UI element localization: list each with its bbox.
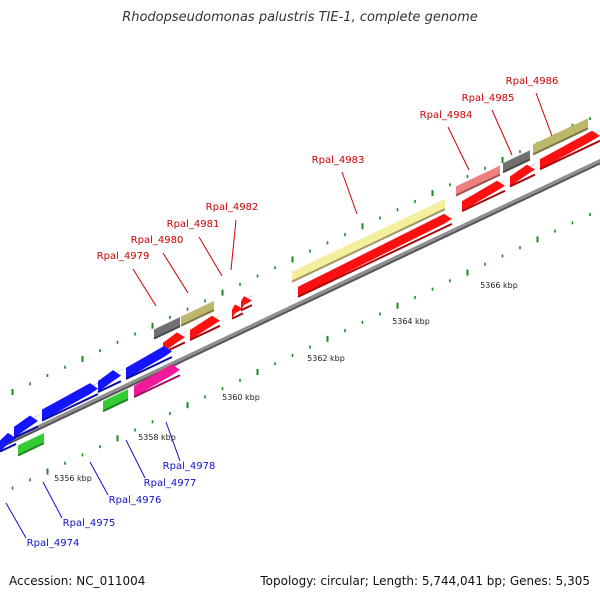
gene-callout-rpal-4986: Rpal_4986 <box>506 76 559 137</box>
gene-callout-rpal-4984: Rpal_4984 <box>420 110 473 171</box>
gene-callout-rpal-4974: Rpal_4974 <box>5 502 80 549</box>
leader-line <box>447 126 470 171</box>
scale-labels: 5356 kbp 5358 kbp 5360 kbp 5362 kbp 5364 kbp… <box>54 281 518 483</box>
leader-line <box>5 502 27 539</box>
gene-label: Rpal_4984 <box>420 110 473 121</box>
gene-rpal-4975-arrow <box>13 413 42 439</box>
gene-label: Rpal_4979 <box>97 251 150 262</box>
gene-rpal-4979-block <box>153 315 184 340</box>
scale-label: 5356 kbp <box>54 474 92 483</box>
gene-rpal-4984-arrow <box>461 178 509 213</box>
gene-label: Rpal_4983 <box>312 155 365 166</box>
gene-label: Rpal_4981 <box>167 219 220 230</box>
gene-label: Rpal_4975 <box>63 518 116 529</box>
gene-rpal-4975-block <box>17 430 48 457</box>
gene-callout-rpal-4980: Rpal_4980 <box>131 235 189 294</box>
scale-label: 5360 kbp <box>222 393 260 402</box>
gene-rpal-4984-block <box>455 163 504 197</box>
leader-line <box>535 92 553 137</box>
gene-label: Rpal_4976 <box>109 495 162 506</box>
scale-label: 5358 kbp <box>138 433 176 442</box>
leader-line <box>341 171 358 215</box>
gene-rpal-4983-block <box>291 197 449 283</box>
gene-callout-rpal-4981: Rpal_4981 <box>167 219 223 277</box>
backbone-line <box>0 159 600 447</box>
genome-backbone <box>0 159 600 449</box>
leader-line <box>162 252 189 294</box>
gene-callouts: Rpal_4974 Rpal_4975 Rpal_4976 Rpal_4977 Rpal… <box>5 76 559 549</box>
gene-callout-rpal-4979: Rpal_4979 <box>97 251 157 307</box>
gene-features <box>0 116 600 457</box>
gene-label: Rpal_4974 <box>27 538 80 549</box>
scale-label: 5366 kbp <box>480 281 518 290</box>
gene-label: Rpal_4985 <box>462 93 515 104</box>
leader-line <box>198 236 223 277</box>
gene-callout-rpal-4976: Rpal_4976 <box>89 461 162 506</box>
gene-rpal-4986-arrow <box>539 130 600 171</box>
leader-line <box>491 109 513 156</box>
leader-line <box>132 268 157 307</box>
accession-text: Accession: NC_011004 <box>9 574 146 588</box>
gene-rpal-4986-block <box>532 116 592 156</box>
scale-label: 5362 kbp <box>307 354 345 363</box>
gene-rpal-4977-block <box>102 387 132 413</box>
gene-rpal-4985-block <box>502 148 534 174</box>
gene-rpal-4983-arrow <box>297 211 456 298</box>
gene-label: Rpal_4982 <box>206 202 259 213</box>
leader-line <box>165 421 181 462</box>
gene-rpal-4980-arrow <box>189 313 224 341</box>
gene-callout-rpal-4982: Rpal_4982 <box>206 202 259 271</box>
gene-label: Rpal_4986 <box>506 76 559 87</box>
gene-rpal-4976-arrow <box>41 380 102 422</box>
gene-rpal-4985-arrow <box>509 162 539 188</box>
gene-rpal-4980-block <box>180 298 218 327</box>
tick-rows <box>11 117 591 490</box>
topology-text: Topology: circular; Length: 5,744,041 bp… <box>260 574 590 588</box>
gene-callout-rpal-4985: Rpal_4985 <box>462 93 515 156</box>
gene-callout-rpal-4978: Rpal_4978 <box>163 421 216 472</box>
gene-rpal-4982-arrow <box>240 293 256 312</box>
scale-label: 5364 kbp <box>392 317 430 326</box>
leader-line <box>42 481 63 519</box>
leader-line <box>230 219 237 271</box>
gene-rpal-4978-block <box>133 362 184 398</box>
leader-line <box>89 461 109 496</box>
gene-label: Rpal_4978 <box>163 461 216 472</box>
gene-rpal-4978-arrow <box>125 343 176 380</box>
gene-callout-rpal-4977: Rpal_4977 <box>125 439 197 489</box>
gene-label: Rpal_4977 <box>144 478 197 489</box>
map-title: Rhodopseudomonas palustris TIE-1, comple… <box>122 10 478 25</box>
gene-callout-rpal-4983: Rpal_4983 <box>312 155 365 215</box>
gene-callout-rpal-4975: Rpal_4975 <box>42 481 116 529</box>
gene-label: Rpal_4980 <box>131 235 184 246</box>
gene-rpal-4977-arrow <box>97 367 125 393</box>
leader-line <box>125 439 146 479</box>
